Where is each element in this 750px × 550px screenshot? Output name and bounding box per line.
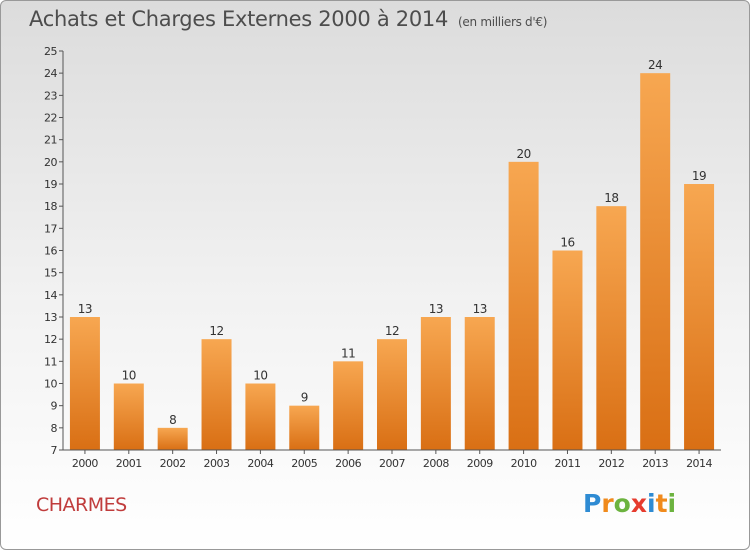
y-tick-label: 12 [44, 333, 57, 346]
commune-name: CHARMES [36, 494, 127, 516]
y-tick-label: 8 [51, 422, 58, 435]
y-tick-label: 25 [44, 45, 57, 58]
y-tick-label: 16 [44, 245, 57, 258]
x-tick-label: 2010 [511, 457, 537, 470]
bars: 13 10 8 12 10 9 11 12 13 13 20 16 18 24 19 [69, 58, 715, 451]
x-axis: 2000 2001 2002 2003 2004 2005 2006 2007 2008 2009… [63, 449, 721, 470]
logo-letter: t [655, 489, 668, 518]
bar [113, 383, 144, 450]
proxiti-logo: Proxiti [583, 489, 676, 518]
bar [464, 317, 495, 450]
bar [377, 339, 407, 450]
bar-value-label: 12 [209, 324, 223, 338]
bar [596, 206, 627, 450]
logo-letter: i [667, 489, 677, 518]
y-tick-label: 24 [44, 67, 57, 80]
logo-letter: i [647, 489, 656, 518]
x-tick-label: 2012 [598, 457, 624, 470]
logo-letter: r [601, 489, 614, 518]
chart-title: Achats et Charges Externes 2000 à 2014 (e… [29, 7, 547, 31]
chart-unit: (en milliers d'€) [458, 15, 548, 29]
bar-value-label: 24 [648, 58, 662, 72]
y-tick-label: 18 [44, 200, 57, 213]
y-tick-label: 13 [44, 311, 57, 324]
bar [420, 317, 451, 450]
y-tick-label: 17 [44, 222, 57, 235]
logo-letter: P [583, 489, 602, 518]
bar-value-label: 10 [253, 369, 267, 383]
x-tick-label: 2003 [204, 457, 230, 470]
bar [201, 339, 232, 450]
y-tick-label: 10 [44, 378, 57, 391]
y-tick-label: 20 [44, 156, 57, 169]
y-tick-label: 22 [44, 112, 57, 125]
bar-value-label: 9 [301, 391, 308, 405]
logo-letter: x [630, 489, 647, 518]
x-tick-label: 2007 [379, 457, 405, 470]
bar [684, 184, 715, 450]
chart-title-text: Achats et Charges Externes 2000 à 2014 [29, 7, 449, 31]
bar-value-label: 11 [341, 346, 355, 360]
bar [69, 317, 100, 450]
x-tick-label: 2009 [467, 457, 493, 470]
y-tick-label: 11 [44, 355, 57, 368]
bar-value-label: 16 [560, 236, 574, 250]
bar [333, 361, 364, 450]
bar-value-label: 13 [473, 302, 487, 316]
x-tick-label: 2000 [72, 457, 98, 470]
y-tick-label: 9 [51, 400, 58, 413]
bar-value-label: 13 [78, 302, 92, 316]
y-tick-label: 23 [44, 89, 57, 102]
y-tick-label: 7 [51, 444, 58, 457]
bar-value-label: 10 [122, 369, 136, 383]
y-tick-label: 14 [44, 289, 57, 302]
bar-value-label: 19 [692, 169, 706, 183]
y-tick-label: 21 [44, 134, 57, 147]
logo-letter: o [613, 489, 631, 518]
bar [508, 161, 539, 451]
x-tick-label: 2005 [291, 457, 317, 470]
y-tick-label: 19 [44, 178, 57, 191]
x-tick-label: 2014 [686, 457, 712, 470]
y-tick-label: 15 [44, 267, 57, 280]
bar [552, 250, 583, 450]
x-tick-label: 2001 [116, 457, 142, 470]
x-tick-label: 2004 [247, 457, 273, 470]
bar-value-label: 8 [169, 413, 176, 427]
bar-value-label: 12 [385, 324, 399, 338]
bar-value-label: 18 [604, 191, 618, 205]
bar [640, 73, 671, 451]
x-tick-label: 2011 [554, 457, 580, 470]
x-tick-label: 2013 [642, 457, 668, 470]
bar [289, 405, 320, 450]
y-axis: 7 8 9 10 11 12 13 14 15 16 17 18 19 20 21 22 23 24 25 [44, 45, 64, 457]
x-tick-label: 2006 [335, 457, 361, 470]
bar-value-label: 20 [516, 147, 530, 161]
bar [245, 383, 276, 450]
x-tick-label: 2002 [160, 457, 186, 470]
bar-value-label: 13 [429, 302, 443, 316]
x-tick-label: 2008 [423, 457, 449, 470]
bar [157, 427, 188, 450]
